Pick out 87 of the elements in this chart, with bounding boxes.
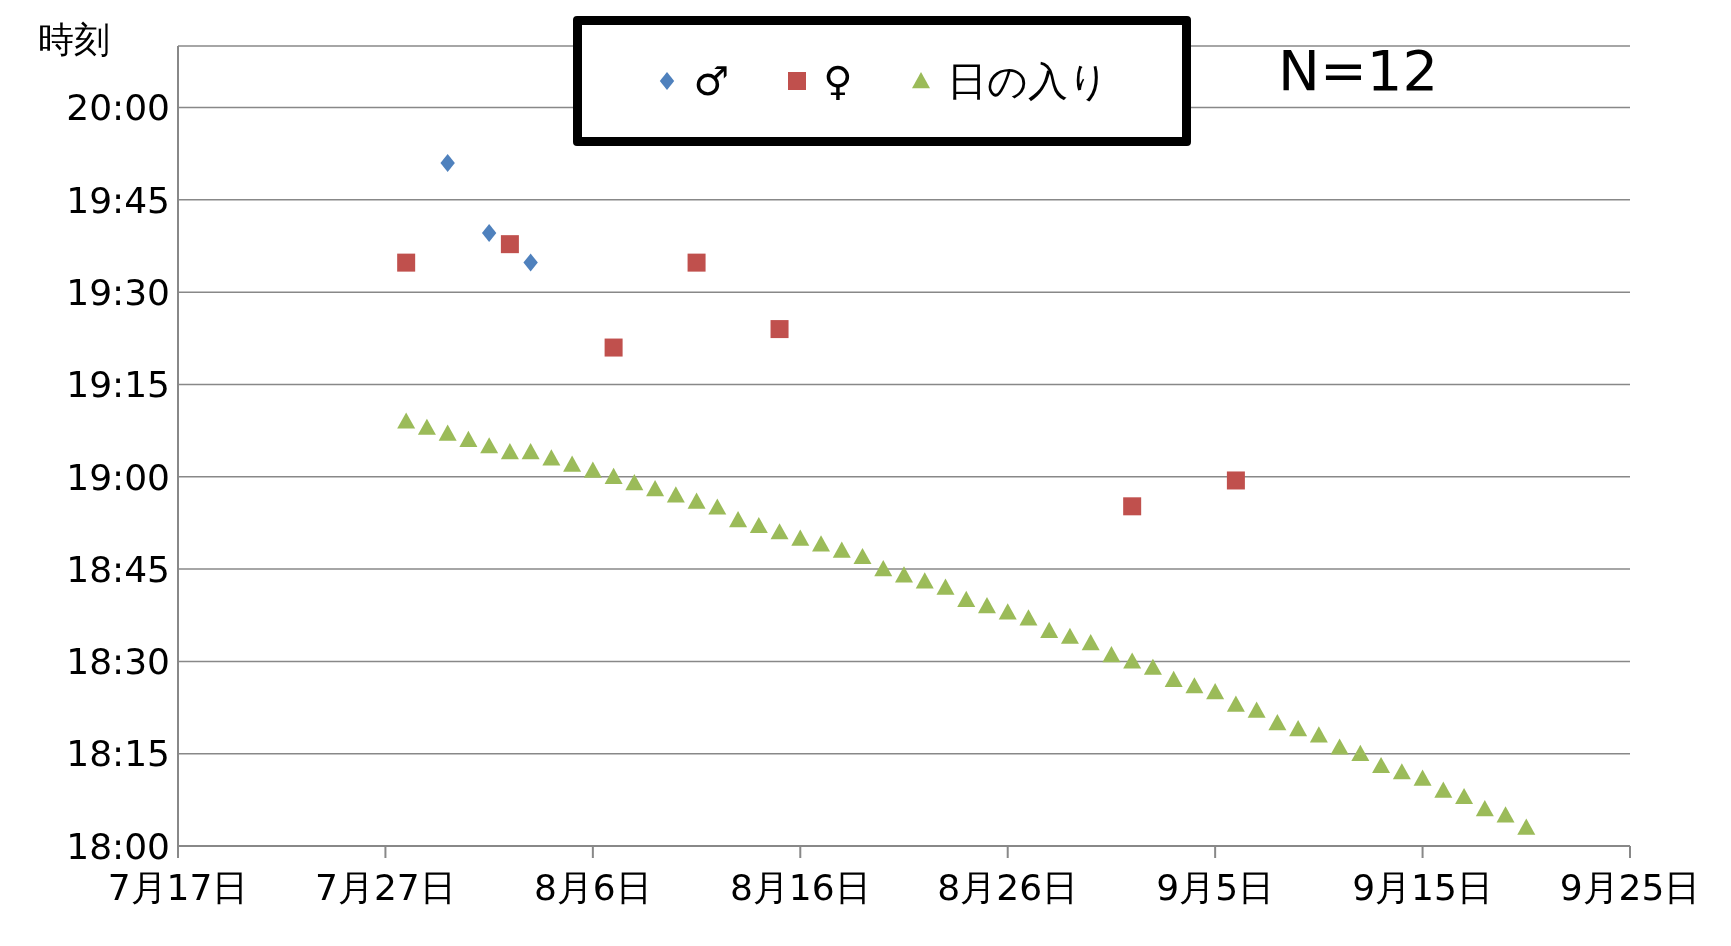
point xyxy=(729,510,748,528)
y-axis-title: 時刻 xyxy=(38,18,110,62)
point xyxy=(1330,738,1349,755)
x-tick-label: 7月17日 xyxy=(107,866,249,908)
point xyxy=(1143,658,1162,675)
point xyxy=(1040,621,1059,638)
point xyxy=(1019,609,1038,626)
x-tick-label: 8月6日 xyxy=(533,866,652,908)
point xyxy=(687,253,706,272)
point xyxy=(1309,726,1328,743)
point xyxy=(625,474,644,491)
point xyxy=(459,430,478,448)
point xyxy=(1102,646,1121,663)
point xyxy=(1123,497,1142,516)
point xyxy=(1185,677,1204,694)
point xyxy=(853,547,872,565)
point xyxy=(915,572,934,589)
point xyxy=(1268,714,1287,731)
legend-label: 日の入り xyxy=(946,56,1109,106)
point xyxy=(481,224,497,243)
x-tick-label: 8月26日 xyxy=(937,866,1079,908)
point xyxy=(832,541,851,558)
point xyxy=(1351,744,1370,761)
legend-label: ♀ xyxy=(823,58,853,104)
x-tick-label: 8月16日 xyxy=(729,866,871,908)
point xyxy=(1226,471,1245,490)
point xyxy=(1164,670,1183,688)
point xyxy=(1434,781,1453,798)
point xyxy=(936,578,955,595)
point xyxy=(977,597,996,614)
point xyxy=(523,253,538,272)
point xyxy=(438,424,457,441)
point xyxy=(500,235,519,254)
y-tick-label: 19:15 xyxy=(66,364,170,406)
point xyxy=(812,535,831,552)
x-tick-label: 7月27日 xyxy=(315,866,456,908)
point xyxy=(521,443,540,460)
x-tick-label: 9月5日 xyxy=(1156,866,1275,908)
legend-label: ♂ xyxy=(693,58,730,104)
y-tick-label: 19:30 xyxy=(66,271,170,313)
point xyxy=(895,566,913,583)
point xyxy=(1475,800,1494,817)
y-tick-label: 18:15 xyxy=(66,733,170,775)
point xyxy=(563,455,582,472)
point xyxy=(480,437,499,454)
point xyxy=(666,486,685,503)
point xyxy=(770,523,789,540)
point xyxy=(874,560,893,577)
x-tick-label: 9月15日 xyxy=(1352,866,1493,908)
point xyxy=(1226,695,1245,712)
point xyxy=(500,443,519,460)
point xyxy=(957,590,976,607)
point xyxy=(998,603,1017,620)
y-tick-label: 19:45 xyxy=(66,179,170,221)
point xyxy=(583,461,602,478)
point xyxy=(1455,787,1474,805)
point xyxy=(1496,806,1515,823)
point xyxy=(687,492,706,509)
point xyxy=(604,338,623,357)
point xyxy=(1289,719,1308,737)
point xyxy=(1123,652,1142,669)
y-tick-label: 18:45 xyxy=(66,548,170,590)
point xyxy=(1206,683,1225,700)
point xyxy=(1517,818,1536,835)
point xyxy=(440,153,455,172)
point xyxy=(1413,769,1432,786)
point xyxy=(708,498,727,515)
y-tick-label: 18:00 xyxy=(66,825,170,867)
point xyxy=(1247,701,1266,718)
point xyxy=(1392,763,1411,780)
point xyxy=(1081,633,1100,651)
point xyxy=(397,253,416,272)
y-tick-label: 18:30 xyxy=(66,641,170,683)
annotation: N=12 xyxy=(1278,38,1439,103)
point xyxy=(542,449,561,466)
point xyxy=(1060,627,1079,644)
y-tick-label: 20:00 xyxy=(66,87,170,129)
point xyxy=(646,479,665,497)
point xyxy=(770,320,789,339)
y-tick-label: 19:00 xyxy=(66,456,170,498)
x-tick-label: 9月25日 xyxy=(1559,866,1701,908)
point xyxy=(604,467,623,484)
point xyxy=(397,412,416,429)
point xyxy=(1372,756,1391,774)
point xyxy=(749,516,768,534)
point xyxy=(417,418,436,435)
point xyxy=(791,529,810,546)
